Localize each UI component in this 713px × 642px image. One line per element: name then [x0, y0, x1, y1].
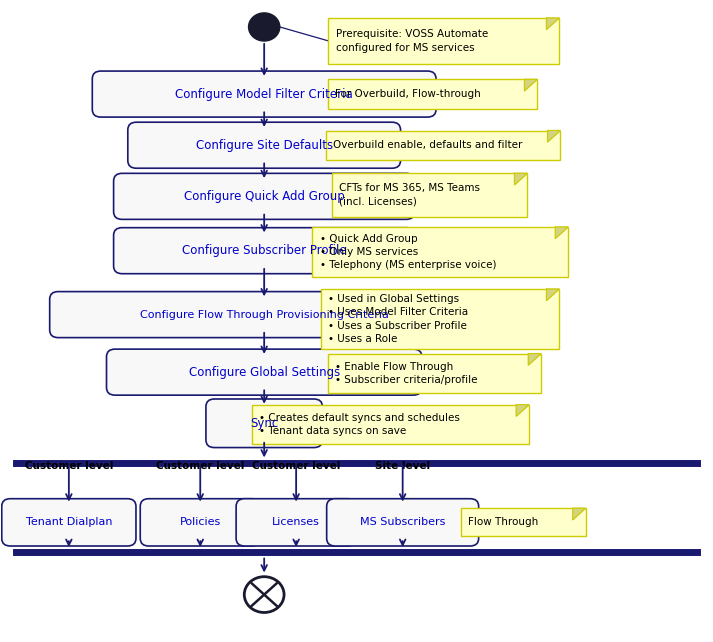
Text: Customer level: Customer level [25, 460, 113, 471]
Text: Policies: Policies [180, 517, 221, 527]
FancyBboxPatch shape [1, 499, 136, 546]
Circle shape [245, 577, 284, 612]
FancyBboxPatch shape [327, 499, 478, 546]
Polygon shape [516, 404, 529, 416]
Text: • Quick Add Group
• Only MS services
• Telephony (MS enterprise voice): • Quick Add Group • Only MS services • T… [319, 234, 496, 270]
Circle shape [249, 13, 279, 41]
Text: Customer level: Customer level [252, 460, 340, 471]
FancyBboxPatch shape [329, 18, 559, 64]
Text: Overbuild enable, defaults and filter: Overbuild enable, defaults and filter [333, 140, 523, 150]
Polygon shape [525, 80, 538, 91]
Polygon shape [515, 173, 528, 185]
FancyBboxPatch shape [92, 71, 436, 117]
Text: • Used in Global Settings
• Uses Model Filter Criteria
• Uses a Subscriber Profi: • Used in Global Settings • Uses Model F… [329, 294, 468, 344]
FancyBboxPatch shape [113, 228, 415, 273]
Text: Configure Model Filter Criteria: Configure Model Filter Criteria [175, 87, 353, 101]
Text: Sync: Sync [250, 417, 278, 429]
Text: Configure Global Settings: Configure Global Settings [188, 366, 340, 379]
FancyBboxPatch shape [206, 399, 322, 447]
FancyBboxPatch shape [312, 227, 568, 277]
Polygon shape [548, 130, 560, 142]
Text: Configure Flow Through Provisioning Criteria: Configure Flow Through Provisioning Crit… [140, 309, 389, 320]
FancyBboxPatch shape [461, 508, 585, 537]
Polygon shape [546, 289, 559, 300]
Polygon shape [573, 508, 585, 520]
FancyBboxPatch shape [252, 404, 529, 444]
FancyBboxPatch shape [328, 80, 538, 108]
Polygon shape [555, 227, 568, 239]
Text: Site level: Site level [375, 460, 430, 471]
FancyBboxPatch shape [140, 499, 260, 546]
FancyBboxPatch shape [50, 291, 478, 338]
FancyBboxPatch shape [332, 173, 528, 217]
FancyBboxPatch shape [236, 499, 356, 546]
Text: Configure Site Defaults: Configure Site Defaults [195, 139, 333, 152]
Text: • Creates default syncs and schedules
• Tenant data syncs on save: • Creates default syncs and schedules • … [260, 413, 460, 436]
Polygon shape [528, 354, 541, 365]
FancyBboxPatch shape [322, 289, 559, 349]
FancyBboxPatch shape [106, 349, 422, 395]
FancyBboxPatch shape [326, 130, 560, 160]
Text: Configure Subscriber Profile: Configure Subscriber Profile [182, 244, 347, 257]
Text: • Enable Flow Through
• Subscriber criteria/profile: • Enable Flow Through • Subscriber crite… [335, 362, 478, 385]
Text: For Overbuild, Flow-through: For Overbuild, Flow-through [335, 89, 481, 99]
Text: Licenses: Licenses [272, 517, 320, 527]
Text: Configure Quick Add Group: Configure Quick Add Group [184, 190, 344, 203]
Text: CFTs for MS 365, MS Teams
(incl. Licenses): CFTs for MS 365, MS Teams (incl. License… [339, 184, 480, 207]
FancyBboxPatch shape [128, 122, 401, 168]
Text: Prerequisite: VOSS Automate
configured for MS services: Prerequisite: VOSS Automate configured f… [336, 30, 488, 53]
Text: Customer level: Customer level [156, 460, 245, 471]
Text: MS Subscribers: MS Subscribers [360, 517, 446, 527]
Text: Flow Through: Flow Through [468, 517, 538, 527]
FancyBboxPatch shape [113, 173, 415, 220]
FancyBboxPatch shape [328, 354, 541, 394]
Polygon shape [546, 18, 559, 30]
Text: Tenant Dialplan: Tenant Dialplan [26, 517, 112, 527]
